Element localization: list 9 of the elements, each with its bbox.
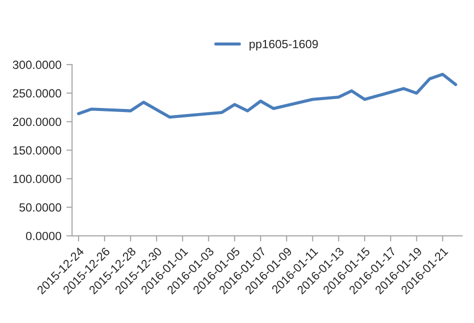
- y-tick-label: 0.0000: [26, 232, 62, 240]
- y-tick-label: 200.0000: [12, 118, 62, 126]
- y-tick-label: 150.0000: [13, 146, 62, 155]
- y-tick-label: 300.0000: [12, 60, 62, 69]
- y-tick-label: 250.0000: [12, 89, 62, 98]
- line-series: [77, 72, 458, 119]
- y-tick-label: 100.0000: [13, 174, 62, 184]
- legend-label: pp1605-1609: [250, 40, 318, 51]
- y-tick-label: 50.0000: [19, 203, 62, 212]
